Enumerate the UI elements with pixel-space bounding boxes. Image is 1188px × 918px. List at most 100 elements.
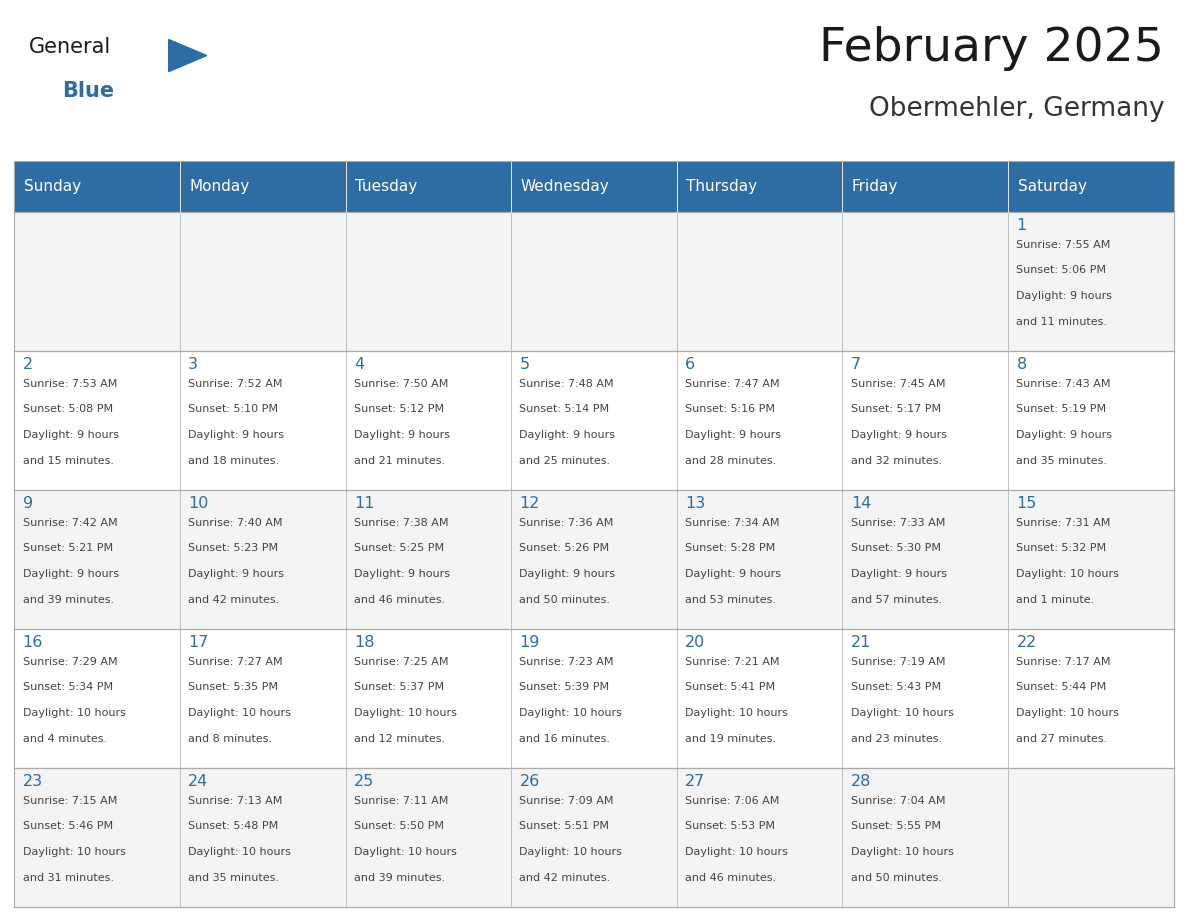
Text: Obermehler, Germany: Obermehler, Germany [868,96,1164,122]
Text: Sunrise: 7:55 AM: Sunrise: 7:55 AM [1017,240,1111,250]
Bar [842,161,1009,212]
Bar [842,212,1009,351]
Text: Sunset: 5:08 PM: Sunset: 5:08 PM [23,404,113,414]
Text: Daylight: 10 hours: Daylight: 10 hours [188,708,291,718]
Text: and 46 minutes.: and 46 minutes. [354,595,446,605]
Text: Daylight: 9 hours: Daylight: 9 hours [851,569,947,579]
Text: Daylight: 9 hours: Daylight: 9 hours [519,430,615,440]
Text: and 18 minutes.: and 18 minutes. [188,455,279,465]
Text: Sunrise: 7:04 AM: Sunrise: 7:04 AM [851,796,946,805]
Text: Daylight: 10 hours: Daylight: 10 hours [685,708,788,718]
Bar [179,490,346,629]
Text: Wednesday: Wednesday [520,179,609,194]
Text: Daylight: 10 hours: Daylight: 10 hours [519,847,623,857]
Text: Sunrise: 7:31 AM: Sunrise: 7:31 AM [1017,518,1111,528]
Text: Sunrise: 7:21 AM: Sunrise: 7:21 AM [685,656,779,666]
Bar [511,351,677,490]
Text: and 27 minutes.: and 27 minutes. [1017,733,1107,744]
Text: Thursday: Thursday [687,179,758,194]
Text: Sunset: 5:48 PM: Sunset: 5:48 PM [188,822,278,832]
Bar [1009,490,1174,629]
Text: Sunset: 5:46 PM: Sunset: 5:46 PM [23,822,113,832]
Bar [842,351,1009,490]
Text: 8: 8 [1017,357,1026,373]
Text: and 42 minutes.: and 42 minutes. [188,595,279,605]
Bar [179,212,346,351]
Text: Sunset: 5:19 PM: Sunset: 5:19 PM [1017,404,1106,414]
Text: Sunrise: 7:17 AM: Sunrise: 7:17 AM [1017,656,1111,666]
Text: and 8 minutes.: and 8 minutes. [188,733,272,744]
Bar [511,490,677,629]
Text: Daylight: 10 hours: Daylight: 10 hours [685,847,788,857]
Text: Sunset: 5:35 PM: Sunset: 5:35 PM [188,682,278,692]
Text: 9: 9 [23,497,33,511]
Text: 1: 1 [1017,218,1026,233]
Bar [842,490,1009,629]
Text: Blue: Blue [62,81,114,101]
Bar [1009,768,1174,907]
Text: Sunset: 5:23 PM: Sunset: 5:23 PM [188,543,278,554]
Bar [677,490,842,629]
Bar [346,768,511,907]
Text: Sunrise: 7:23 AM: Sunrise: 7:23 AM [519,656,614,666]
Text: and 11 minutes.: and 11 minutes. [1017,317,1107,327]
Text: Daylight: 9 hours: Daylight: 9 hours [354,569,450,579]
Text: and 57 minutes.: and 57 minutes. [851,595,942,605]
Text: and 39 minutes.: and 39 minutes. [354,873,446,883]
Text: and 53 minutes.: and 53 minutes. [685,595,776,605]
Text: and 21 minutes.: and 21 minutes. [354,455,446,465]
Text: Sunrise: 7:36 AM: Sunrise: 7:36 AM [519,518,614,528]
Text: and 31 minutes.: and 31 minutes. [23,873,114,883]
Text: 14: 14 [851,497,871,511]
Text: Sunset: 5:34 PM: Sunset: 5:34 PM [23,682,113,692]
Text: Daylight: 10 hours: Daylight: 10 hours [23,847,126,857]
Text: Sunrise: 7:48 AM: Sunrise: 7:48 AM [519,378,614,388]
Text: Sunrise: 7:11 AM: Sunrise: 7:11 AM [354,796,448,805]
Text: Sunrise: 7:53 AM: Sunrise: 7:53 AM [23,378,116,388]
Text: Daylight: 10 hours: Daylight: 10 hours [354,708,456,718]
Bar [677,212,842,351]
Bar [346,629,511,768]
Text: Sunrise: 7:45 AM: Sunrise: 7:45 AM [851,378,946,388]
Text: and 19 minutes.: and 19 minutes. [685,733,776,744]
Text: Sunrise: 7:13 AM: Sunrise: 7:13 AM [188,796,283,805]
Bar [14,212,179,351]
Text: and 42 minutes.: and 42 minutes. [519,873,611,883]
Text: Sunrise: 7:27 AM: Sunrise: 7:27 AM [188,656,283,666]
Text: 7: 7 [851,357,861,373]
Text: Daylight: 10 hours: Daylight: 10 hours [1017,569,1119,579]
Text: Sunset: 5:53 PM: Sunset: 5:53 PM [685,822,775,832]
Text: Sunrise: 7:29 AM: Sunrise: 7:29 AM [23,656,118,666]
Text: and 35 minutes.: and 35 minutes. [188,873,279,883]
Text: 2: 2 [23,357,33,373]
Text: 17: 17 [188,635,209,651]
Text: and 1 minute.: and 1 minute. [1017,595,1094,605]
Text: 28: 28 [851,775,871,789]
Text: and 28 minutes.: and 28 minutes. [685,455,777,465]
Bar [1009,351,1174,490]
Text: Sunset: 5:14 PM: Sunset: 5:14 PM [519,404,609,414]
Text: and 15 minutes.: and 15 minutes. [23,455,114,465]
Text: Sunset: 5:21 PM: Sunset: 5:21 PM [23,543,113,554]
Text: Daylight: 9 hours: Daylight: 9 hours [1017,291,1112,301]
Text: 19: 19 [519,635,539,651]
Text: Sunrise: 7:34 AM: Sunrise: 7:34 AM [685,518,779,528]
Text: 25: 25 [354,775,374,789]
Text: Sunrise: 7:43 AM: Sunrise: 7:43 AM [1017,378,1111,388]
Text: Daylight: 10 hours: Daylight: 10 hours [23,708,126,718]
Bar [14,161,179,212]
Text: Sunset: 5:50 PM: Sunset: 5:50 PM [354,822,444,832]
Bar [511,161,677,212]
Text: 24: 24 [188,775,208,789]
Text: Sunset: 5:51 PM: Sunset: 5:51 PM [519,822,609,832]
Text: and 39 minutes.: and 39 minutes. [23,595,114,605]
Text: Sunset: 5:43 PM: Sunset: 5:43 PM [851,682,941,692]
Bar [1009,212,1174,351]
Text: Daylight: 10 hours: Daylight: 10 hours [851,847,954,857]
Text: Saturday: Saturday [1018,179,1087,194]
Text: Daylight: 9 hours: Daylight: 9 hours [23,430,119,440]
Text: Sunrise: 7:38 AM: Sunrise: 7:38 AM [354,518,448,528]
Text: 20: 20 [685,635,706,651]
Text: Sunset: 5:26 PM: Sunset: 5:26 PM [519,543,609,554]
Text: 27: 27 [685,775,706,789]
